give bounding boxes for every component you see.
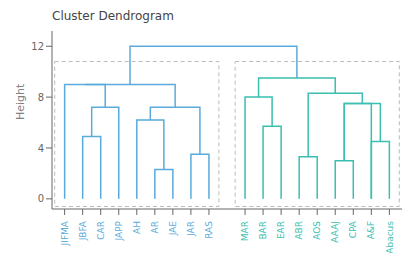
svg-text:ABR: ABR <box>294 221 304 240</box>
svg-text:AR: AR <box>150 221 160 233</box>
svg-text:A&F: A&F <box>366 221 376 239</box>
svg-text:4: 4 <box>38 143 44 154</box>
svg-text:RAS: RAS <box>204 221 214 239</box>
svg-text:EAR: EAR <box>276 221 286 239</box>
svg-text:JBFA: JBFA <box>78 220 88 241</box>
svg-text:8: 8 <box>38 92 44 103</box>
svg-text:JAPP: JAPP <box>114 220 124 241</box>
svg-text:AH: AH <box>132 221 142 234</box>
svg-text:CAR: CAR <box>96 221 106 240</box>
svg-text:AAAJ: AAAJ <box>330 221 340 243</box>
svg-text:CPA: CPA <box>348 220 358 238</box>
svg-text:Height: Height <box>14 83 27 120</box>
svg-text:MAR: MAR <box>240 221 250 241</box>
svg-text:JAE: JAE <box>168 221 178 237</box>
svg-text:BAR: BAR <box>258 221 268 240</box>
svg-text:Abacus: Abacus <box>385 221 395 253</box>
svg-text:JAR: JAR <box>186 221 196 237</box>
html-text:Cluster Dendrogram: Cluster Dendrogram <box>52 9 174 23</box>
svg-text:12: 12 <box>31 41 44 52</box>
svg-text:0: 0 <box>38 193 44 204</box>
svg-text:AOS: AOS <box>312 221 322 240</box>
svg-text:JIFMA: JIFMA <box>60 220 70 246</box>
